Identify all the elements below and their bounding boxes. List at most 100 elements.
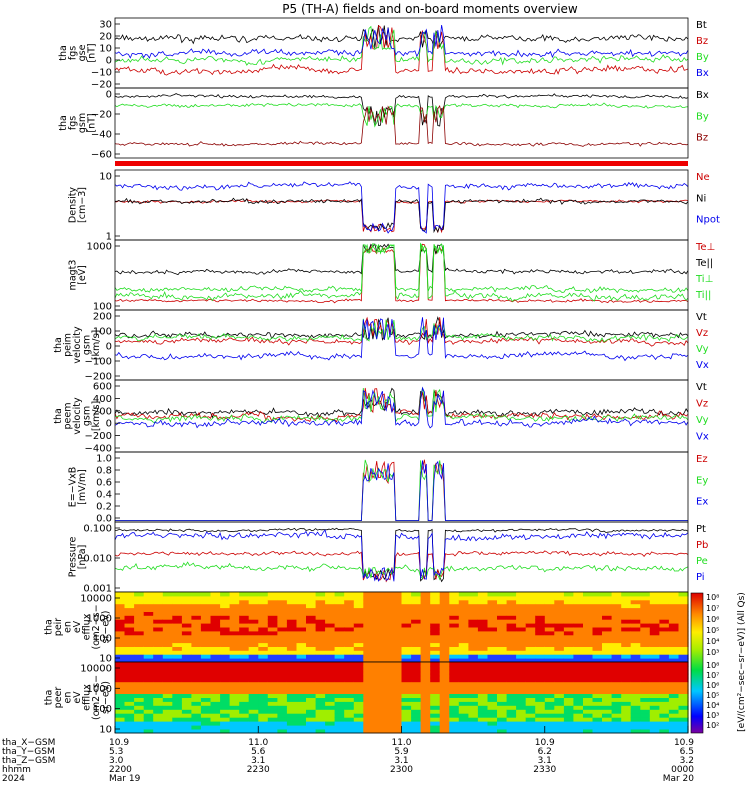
heatmap-cell xyxy=(573,729,584,734)
heatmap-cell xyxy=(401,595,412,601)
heatmap-cell xyxy=(153,705,164,710)
heatmap-cell xyxy=(497,619,508,624)
heatmap-cell xyxy=(115,721,126,726)
heatmap-cell xyxy=(344,665,355,671)
heatmap-cell xyxy=(372,654,383,659)
heatmap-cell xyxy=(477,717,488,722)
heatmap-cell xyxy=(411,673,422,679)
heatmap-cell xyxy=(668,658,679,663)
heatmap-cell xyxy=(659,662,670,667)
heatmap-cell xyxy=(172,729,183,734)
heatmap-cell xyxy=(143,638,154,644)
heatmap-cell xyxy=(563,619,574,624)
heatmap-cell xyxy=(544,725,555,730)
heatmap-cell xyxy=(449,638,460,644)
y-axis-label: [eV] xyxy=(77,265,88,285)
heatmap-cell xyxy=(181,638,192,644)
heatmap-cell xyxy=(258,705,269,710)
heatmap-cell xyxy=(344,685,355,691)
heatmap-cell xyxy=(181,665,192,671)
heatmap-cell xyxy=(506,709,517,714)
heatmap-cell xyxy=(544,595,555,601)
heatmap-cell xyxy=(353,665,364,671)
heatmap-cell xyxy=(430,721,441,726)
heatmap-cell xyxy=(497,717,508,722)
heatmap-cell xyxy=(239,599,250,605)
heatmap-cell xyxy=(191,627,202,632)
heatmap-cell xyxy=(554,646,565,651)
heatmap-cell xyxy=(134,592,145,597)
heatmap-cell xyxy=(286,623,297,628)
heatmap-cell xyxy=(334,693,345,698)
heatmap-cell xyxy=(592,693,603,698)
heatmap-cell xyxy=(200,705,211,710)
heatmap-cell xyxy=(497,611,508,616)
heatmap-cell xyxy=(554,599,565,605)
heatmap-cell xyxy=(143,634,154,640)
heatmap-cell xyxy=(334,642,345,647)
heatmap-cell xyxy=(153,709,164,714)
heatmap-cell xyxy=(525,607,536,612)
heatmap-cell xyxy=(535,697,546,702)
heatmap-cell xyxy=(382,697,393,702)
heatmap-cell xyxy=(544,615,555,620)
heatmap-cell xyxy=(363,697,374,702)
heatmap-cell xyxy=(172,681,183,687)
heatmap-cell xyxy=(640,623,651,628)
heatmap-cell xyxy=(172,615,183,620)
heatmap-cell xyxy=(363,665,374,671)
heatmap-cell xyxy=(277,681,288,687)
heatmap-cell xyxy=(392,697,403,702)
heatmap-cell xyxy=(239,697,250,702)
heatmap-cell xyxy=(487,615,498,620)
heatmap-cell xyxy=(477,623,488,628)
y-tick-label: 0.6 xyxy=(96,478,112,489)
heatmap-cell xyxy=(458,729,469,734)
heatmap-cell xyxy=(420,654,431,659)
heatmap-cell xyxy=(172,611,183,616)
heatmap-cell xyxy=(592,623,603,628)
heatmap-cell xyxy=(306,729,317,734)
heatmap-cell xyxy=(401,642,412,647)
heatmap-cell xyxy=(611,677,622,683)
heatmap-cell xyxy=(344,673,355,679)
heatmap-cell xyxy=(401,607,412,612)
heatmap-cell xyxy=(668,638,679,644)
series-line-density-1 xyxy=(115,197,689,234)
heatmap-cell xyxy=(382,689,393,694)
heatmap-cell xyxy=(563,642,574,647)
heatmap-cell xyxy=(315,662,326,667)
heatmap-cell xyxy=(325,595,336,601)
heatmap-cell xyxy=(267,595,278,601)
heatmap-cell xyxy=(372,623,383,628)
heatmap-cell xyxy=(344,607,355,612)
heatmap-cell xyxy=(411,611,422,616)
heatmap-cell xyxy=(363,654,374,659)
panel-frame xyxy=(114,87,689,159)
heatmap-cell xyxy=(382,721,393,726)
heatmap-cell xyxy=(191,630,202,636)
heatmap-cell xyxy=(583,701,594,706)
heatmap-cell xyxy=(296,681,307,687)
heatmap-cell xyxy=(181,717,192,722)
heatmap-cell xyxy=(583,603,594,609)
heatmap-cell xyxy=(411,665,422,671)
heatmap-cell xyxy=(487,705,498,710)
heatmap-cell xyxy=(181,619,192,624)
heatmap-cell xyxy=(477,603,488,609)
heatmap-cell xyxy=(497,701,508,706)
heatmap-cell xyxy=(630,615,641,620)
heatmap-cell xyxy=(497,650,508,655)
heatmap-cell xyxy=(162,693,173,698)
heatmap-cell xyxy=(630,681,641,687)
heatmap-cell xyxy=(363,693,374,698)
heatmap-cell xyxy=(277,673,288,679)
heatmap-cell xyxy=(487,681,498,687)
heatmap-cell xyxy=(554,634,565,640)
heatmap-cell xyxy=(143,689,154,694)
heatmap-cell xyxy=(286,619,297,624)
heatmap-cell xyxy=(497,681,508,687)
heatmap-cell xyxy=(659,607,670,612)
heatmap-cell xyxy=(286,627,297,632)
heatmap-cell xyxy=(411,607,422,612)
